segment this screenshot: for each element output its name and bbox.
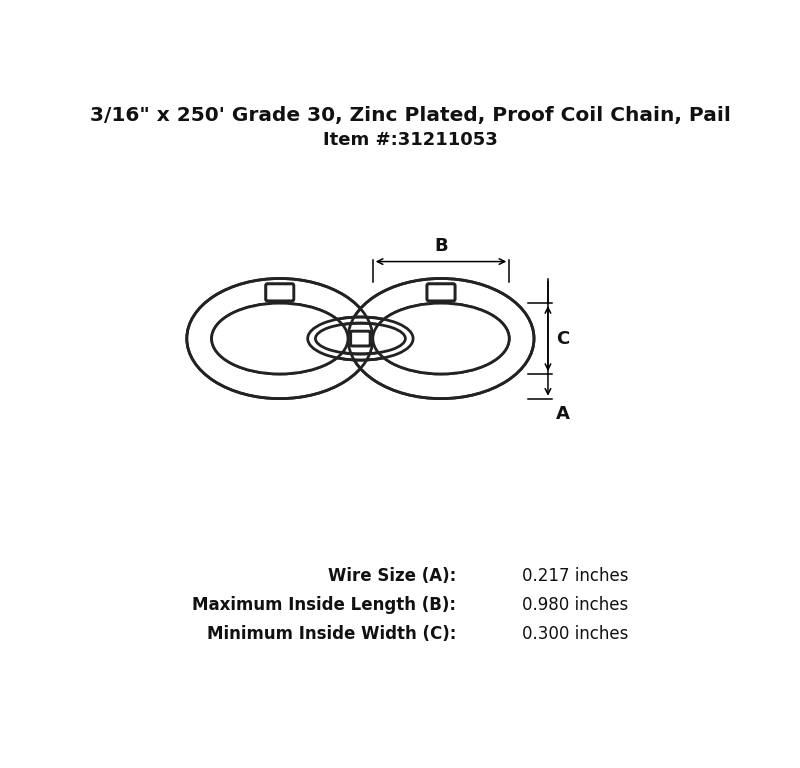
Ellipse shape [348,279,534,399]
FancyBboxPatch shape [350,331,370,346]
Text: 0.217 inches: 0.217 inches [522,567,629,584]
Text: Wire Size (A):: Wire Size (A): [328,567,457,584]
Ellipse shape [308,317,413,360]
Text: Minimum Inside Width (C):: Minimum Inside Width (C): [207,625,457,644]
Text: 0.980 inches: 0.980 inches [522,596,629,614]
Text: 0.300 inches: 0.300 inches [522,625,629,644]
Text: A: A [556,405,570,422]
Ellipse shape [211,303,348,374]
FancyBboxPatch shape [427,284,455,301]
Text: Item #:31211053: Item #:31211053 [322,131,498,149]
Text: C: C [556,329,569,348]
Ellipse shape [373,303,509,374]
FancyBboxPatch shape [266,284,294,301]
Text: Maximum Inside Length (B):: Maximum Inside Length (B): [193,596,457,614]
FancyBboxPatch shape [427,284,455,301]
Text: 3/16" x 250' Grade 30, Zinc Plated, Proof Coil Chain, Pail: 3/16" x 250' Grade 30, Zinc Plated, Proo… [90,106,730,125]
FancyBboxPatch shape [350,331,370,346]
Text: B: B [434,237,448,256]
FancyBboxPatch shape [266,284,294,301]
Ellipse shape [186,279,373,399]
